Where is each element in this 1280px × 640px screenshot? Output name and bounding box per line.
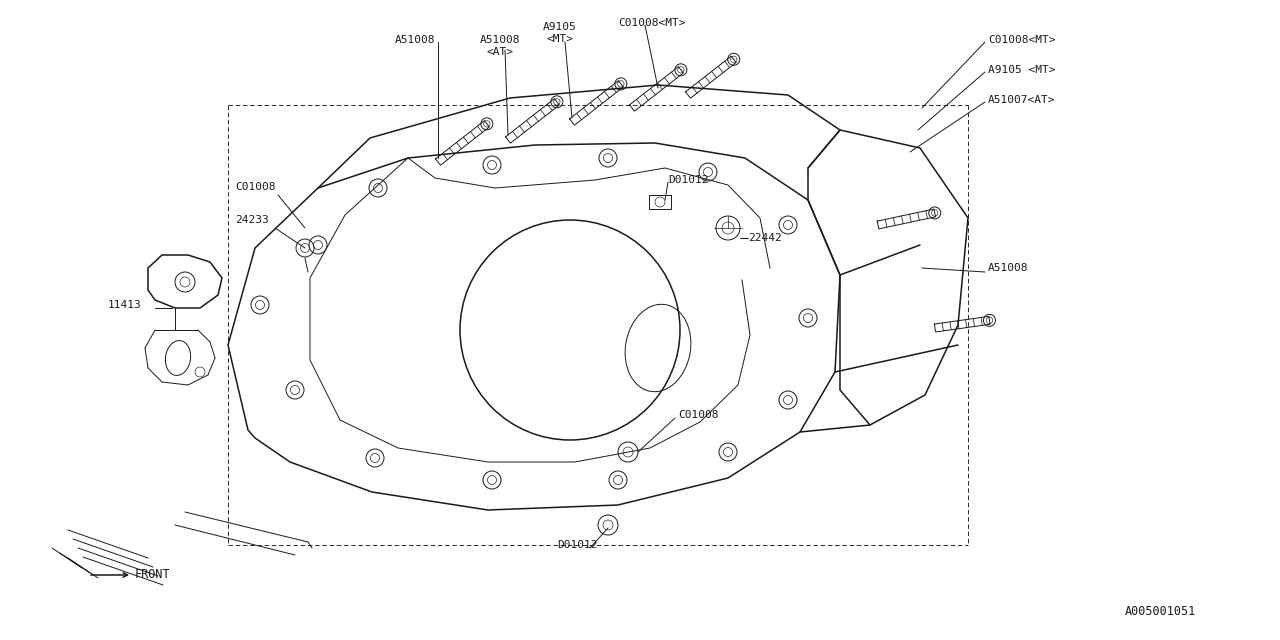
Text: D01012: D01012 (558, 540, 598, 550)
Text: A51007<AT>: A51007<AT> (988, 95, 1056, 105)
Text: A9105 <MT>: A9105 <MT> (988, 65, 1056, 75)
Text: D01012: D01012 (668, 175, 709, 185)
Text: C01008: C01008 (678, 410, 718, 420)
Text: A51008
<AT>: A51008 <AT> (480, 35, 520, 58)
Text: A51008: A51008 (394, 35, 435, 45)
Text: C01008<MT>: C01008<MT> (988, 35, 1056, 45)
Text: A9105
<MT>: A9105 <MT> (543, 22, 577, 44)
Text: C01008: C01008 (236, 182, 275, 192)
Text: FRONT: FRONT (134, 568, 170, 582)
Text: A51008: A51008 (988, 263, 1029, 273)
Text: 22442: 22442 (748, 233, 782, 243)
Text: A005001051: A005001051 (1125, 605, 1197, 618)
Text: 11413: 11413 (108, 300, 142, 310)
Text: 24233: 24233 (236, 215, 269, 225)
Text: C01008<MT>: C01008<MT> (618, 18, 686, 28)
